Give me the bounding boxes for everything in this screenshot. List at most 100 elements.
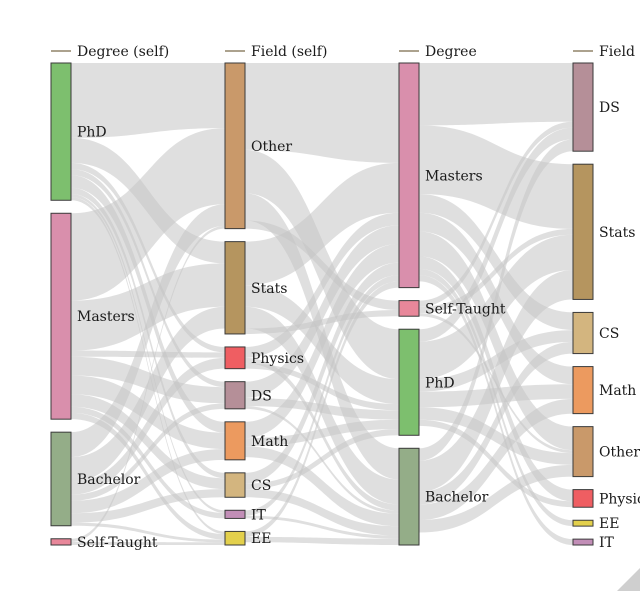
node-label-degree-masters: Masters	[425, 168, 483, 184]
node-label-field_self-cs: CS	[251, 478, 271, 494]
flow-field_self-ee-to-masters[interactable]	[245, 281, 399, 537]
resize-grip-icon[interactable]	[617, 568, 640, 591]
node-degree_self-selftaught[interactable]	[50, 538, 72, 546]
flow-degree_self-phd-to-ee[interactable]	[71, 197, 225, 535]
node-field_self-ee[interactable]	[224, 530, 246, 546]
flow-field_self-cs-to-phd[interactable]	[245, 429, 399, 490]
node-label-field_self-it: IT	[251, 507, 267, 523]
flow-degree-masters-to-ds[interactable]	[419, 63, 573, 126]
flow-field_self-cs-to-bachelor[interactable]	[245, 489, 399, 536]
flow-field_self-ds-to-masters[interactable]	[245, 225, 399, 398]
node-degree-phd[interactable]	[398, 328, 420, 436]
flow-degree-masters-to-it[interactable]	[419, 275, 573, 545]
node-degree-masters[interactable]	[398, 62, 420, 289]
flow-degree_self-phd-to-other[interactable]	[71, 63, 225, 138]
flow-degree_self-masters-to-stats[interactable]	[71, 263, 225, 351]
node-field_self-ds[interactable]	[224, 381, 246, 410]
flow-degree_self-selftaught-to-ee[interactable]	[71, 541, 225, 545]
node-label-degree_self-masters: Masters	[77, 309, 135, 325]
flow-field_self-math-to-masters[interactable]	[245, 243, 399, 439]
flow-degree_self-masters-to-physics[interactable]	[71, 350, 225, 358]
node-label-degree_self-bachelor: Bachelor	[77, 472, 141, 488]
node-degree_self-phd[interactable]	[50, 62, 72, 201]
flow-degree_self-bachelor-to-physics[interactable]	[71, 357, 225, 495]
node-label-degree-phd: PhD	[425, 375, 455, 391]
node-label-degree_self-phd: PhD	[77, 125, 107, 141]
node-field-stats[interactable]	[572, 163, 594, 300]
node-degree-selftaught[interactable]	[398, 300, 420, 317]
flow-degree_self-masters-to-cs[interactable]	[71, 394, 225, 490]
node-field-other[interactable]	[572, 426, 594, 478]
flow-degree_self-phd-to-physics[interactable]	[71, 162, 225, 353]
flow-field_self-physics-to-phd[interactable]	[245, 363, 399, 411]
node-field-it[interactable]	[572, 538, 594, 546]
axis-titles-layer: Degree (self) Field (self) Degree Field	[51, 44, 635, 60]
flow-degree-selftaught-to-stats[interactable]	[419, 228, 573, 314]
axis-title-field[interactable]: Field	[599, 44, 635, 60]
flow-degree-bachelor-to-cs[interactable]	[419, 341, 573, 505]
flow-degree_self-masters-to-math[interactable]	[71, 375, 225, 449]
flow-field_self-other-to-masters[interactable]	[245, 63, 399, 163]
flow-field_self-stats-to-masters[interactable]	[245, 162, 399, 286]
node-label-field-it: IT	[599, 535, 615, 551]
flow-field_self-physics-to-masters[interactable]	[245, 212, 399, 358]
node-field-ds[interactable]	[572, 62, 594, 152]
flow-degree-selftaught-to-ds[interactable]	[419, 121, 573, 307]
flow-degree-masters-to-other[interactable]	[419, 231, 573, 451]
flow-degree-masters-to-cs[interactable]	[419, 194, 573, 331]
flow-degree_self-bachelor-to-ee[interactable]	[71, 522, 225, 543]
node-field_self-it[interactable]	[224, 509, 246, 519]
node-field_self-other[interactable]	[224, 62, 246, 230]
flow-degree-bachelor-to-other[interactable]	[419, 464, 573, 533]
flow-degree-phd-to-math[interactable]	[419, 384, 573, 408]
node-label-field_self-ee: EE	[251, 531, 271, 547]
flow-degree_self-selftaught-to-other[interactable]	[71, 225, 225, 542]
node-field-ee[interactable]	[572, 519, 594, 527]
node-field_self-physics[interactable]	[224, 346, 246, 370]
axis-title-degree[interactable]: Degree	[425, 44, 477, 60]
node-label-degree-bachelor: Bachelor	[425, 490, 489, 506]
node-field-cs[interactable]	[572, 311, 594, 355]
flow-degree_self-bachelor-to-math[interactable]	[71, 448, 225, 514]
flow-degree-phd-to-stats[interactable]	[419, 234, 573, 380]
axis-title-field_self[interactable]: Field (self)	[251, 44, 327, 60]
flow-degree-bachelor-to-stats[interactable]	[419, 270, 573, 492]
flow-field_self-it-to-bachelor[interactable]	[245, 515, 399, 539]
node-field_self-cs[interactable]	[224, 472, 246, 498]
flow-degree-phd-to-cs[interactable]	[419, 330, 573, 392]
node-label-field_self-other: Other	[251, 139, 292, 155]
node-label-field-ds: DS	[599, 100, 620, 116]
flow-degree_self-bachelor-to-stats[interactable]	[71, 306, 225, 483]
flow-field_self-math-to-phd[interactable]	[245, 419, 399, 447]
flow-field_self-stats-to-selftaught[interactable]	[245, 309, 399, 334]
flow-degree-bachelor-to-ds[interactable]	[419, 139, 573, 461]
node-degree_self-bachelor[interactable]	[50, 431, 72, 527]
node-field-math[interactable]	[572, 366, 594, 415]
flow-degree_self-bachelor-to-other[interactable]	[71, 204, 225, 458]
flow-degree_self-bachelor-to-cs[interactable]	[71, 489, 225, 523]
flows-layer	[71, 63, 573, 545]
flow-degree_self-masters-to-it[interactable]	[71, 406, 225, 519]
node-field-physics[interactable]	[572, 489, 594, 508]
node-degree-bachelor[interactable]	[398, 447, 420, 546]
axis-title-degree_self[interactable]: Degree (self)	[77, 44, 169, 60]
node-label-field_self-physics: Physics	[251, 351, 304, 367]
flow-field_self-it-to-masters[interactable]	[245, 275, 399, 516]
flow-field_self-math-to-bachelor[interactable]	[245, 446, 399, 527]
node-label-field_self-ds: DS	[251, 388, 272, 404]
flow-degree-bachelor-to-math[interactable]	[419, 398, 573, 521]
flow-field_self-ee-to-bachelor[interactable]	[245, 536, 399, 545]
flow-degree_self-masters-to-ds[interactable]	[71, 356, 225, 404]
node-degree_self-masters[interactable]	[50, 212, 72, 420]
node-field_self-stats[interactable]	[224, 241, 246, 335]
flow-degree_self-phd-to-ds[interactable]	[71, 169, 225, 388]
flow-degree-phd-to-ds[interactable]	[419, 127, 573, 342]
flow-degree-masters-to-stats[interactable]	[419, 125, 573, 229]
flow-degree_self-bachelor-to-ds[interactable]	[71, 403, 225, 501]
flow-field_self-cs-to-masters[interactable]	[245, 262, 399, 484]
flow-degree_self-masters-to-other[interactable]	[71, 128, 225, 301]
node-label-degree_self-selftaught: Self-Taught	[77, 535, 158, 551]
flow-field_self-other-to-selftaught[interactable]	[245, 220, 399, 310]
node-field_self-math[interactable]	[224, 421, 246, 461]
